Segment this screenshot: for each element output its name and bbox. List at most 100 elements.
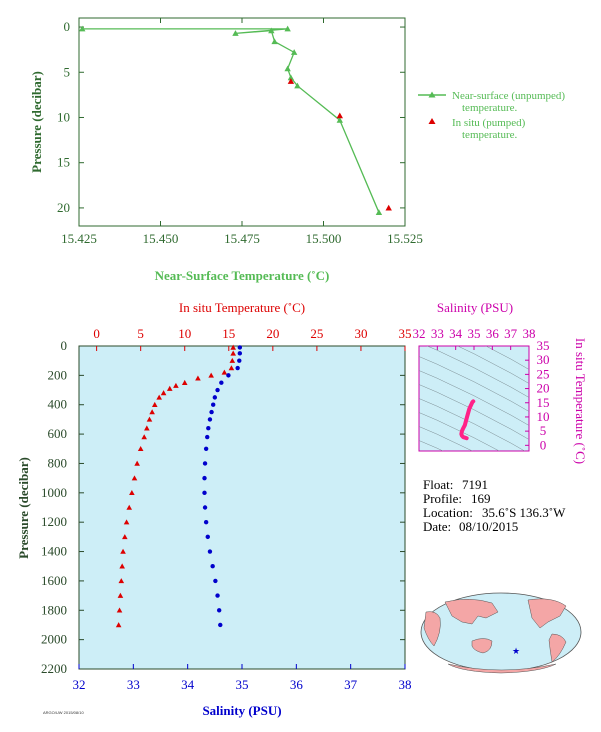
profile-y-tick-label: 1400 — [41, 544, 67, 559]
ts-density-contour — [419, 370, 529, 426]
salinity-point — [207, 549, 213, 554]
salinity-point — [219, 380, 224, 385]
ts-y-tick-label: 15 — [537, 395, 550, 410]
temperature-tick-label: 35 — [399, 326, 412, 341]
profile-y-tick-label: 0 — [61, 338, 68, 353]
temperature-point — [146, 416, 153, 422]
ts-x-tick-label: 38 — [523, 326, 536, 341]
profile-plot-area — [78, 345, 406, 670]
near-surface-y-tick-label: 10 — [57, 109, 70, 124]
temperature-point — [230, 344, 236, 350]
salinity-point — [211, 402, 216, 407]
temperature-point — [137, 445, 144, 452]
profile-y-tick-label: 1200 — [41, 514, 67, 529]
ts-plot-area — [418, 345, 530, 452]
near-surface-plot-frame — [78, 17, 406, 227]
temperature-tick-label: 20 — [266, 326, 279, 341]
temperature-point — [115, 622, 122, 628]
map-land-australia — [471, 638, 493, 654]
salinity-tick-label: 36 — [290, 677, 304, 692]
near-surface-point — [79, 25, 86, 32]
near-surface-point — [294, 82, 301, 89]
near-surface-ticks: 15.425 15.450 15.475 15.500 15.525 0 5 10 15 20 — [57, 18, 423, 246]
salinity-point — [215, 387, 220, 393]
temperature-point — [116, 607, 123, 613]
profile-ticks: 0200400600800100012001400160018002000220… — [41, 326, 412, 692]
temperature-point — [149, 409, 155, 415]
near-surface-y-tick-label: 5 — [64, 64, 71, 79]
temperature-point — [118, 578, 125, 584]
salinity-tick-label: 32 — [73, 677, 86, 692]
salinity-point — [207, 417, 213, 422]
legend-in-situ-label-1: In situ (pumped) — [452, 117, 526, 129]
location-label: Location: — [423, 505, 473, 520]
temperature-point — [120, 548, 126, 554]
temperature-point — [144, 425, 150, 431]
salinity-point — [206, 426, 211, 431]
profile-y-tick-label: 600 — [48, 426, 68, 441]
near-surface-y-tick-label: 0 — [64, 19, 71, 34]
salinity-point — [218, 622, 223, 628]
temperature-series — [115, 344, 236, 628]
salinity-tick-label: 34 — [181, 677, 195, 692]
ts-density-contour — [419, 384, 529, 440]
salinity-point — [203, 519, 209, 525]
in-situ-point — [385, 204, 392, 211]
near-surface-point — [336, 116, 343, 123]
profile-y-tick-label: 2200 — [41, 661, 67, 676]
near-surface-y-tick-label: 20 — [57, 200, 70, 215]
temperature-point — [181, 379, 188, 385]
ts-y-tick-label: 35 — [537, 338, 550, 353]
salinity-point — [205, 434, 210, 440]
near-surface-point — [287, 74, 295, 81]
map-land-south-america — [548, 633, 567, 663]
salinity-point — [202, 490, 207, 496]
footer-text: ARGO/UW 2015/08/10 — [43, 710, 84, 715]
temperature-point — [119, 563, 125, 569]
ts-y-tick-label: 10 — [537, 409, 550, 424]
temperature-point — [126, 504, 133, 510]
temperature-point — [195, 375, 201, 381]
salinity-point — [202, 505, 208, 510]
salinity-tick-label: 35 — [236, 677, 249, 692]
temperature-point — [131, 475, 138, 481]
temperature-point — [151, 401, 158, 407]
ts-line — [459, 399, 476, 441]
near-surface-point — [232, 30, 239, 36]
salinity-tick-label: 37 — [344, 677, 358, 692]
location-value: 35.6˚S 136.3˚W — [482, 505, 566, 520]
near-surface-point — [271, 38, 278, 45]
salinity-point — [202, 461, 208, 466]
map-land-north-america — [527, 598, 567, 629]
ts-density-contour — [419, 412, 501, 451]
temperature-point — [123, 519, 130, 525]
salinity-point — [209, 409, 214, 415]
ts-density-contours — [419, 346, 529, 451]
profile-y-tick-label: 400 — [48, 397, 68, 412]
legend-near-surface-marker — [428, 91, 436, 98]
ts-density-contour — [419, 398, 526, 451]
near-surface-x-tick-label: 15.425 — [61, 231, 97, 246]
ts-y-tick-label: 30 — [537, 352, 550, 367]
near-surface-point — [375, 209, 383, 215]
ts-y-tick-label: 20 — [537, 381, 550, 396]
profile-y-tick-label: 800 — [48, 455, 68, 470]
salinity-point — [202, 475, 207, 481]
ts-y-tick-label: 25 — [537, 366, 550, 381]
legend-in-situ-label-2: temperature. — [462, 129, 518, 141]
temperature-point — [208, 372, 214, 378]
ts-x-tick-label: 36 — [486, 326, 500, 341]
float-value: 7191 — [462, 477, 488, 492]
salinity-tick-label: 33 — [127, 677, 140, 692]
salinity-point — [237, 351, 243, 356]
ts-y-tick-label: 0 — [540, 437, 547, 452]
temperature-point — [141, 434, 147, 440]
temperature-point — [166, 385, 173, 391]
profile-y-tick-label: 2000 — [41, 632, 67, 647]
temperature-point — [230, 350, 236, 356]
near-surface-point — [284, 25, 291, 32]
date-value: 08/10/2015 — [459, 519, 518, 534]
temperature-tick-label: 15 — [222, 326, 235, 341]
near-surface-x-axis-label: Near-Surface Temperature (˚C) — [155, 268, 330, 283]
near-surface-series — [79, 25, 392, 215]
